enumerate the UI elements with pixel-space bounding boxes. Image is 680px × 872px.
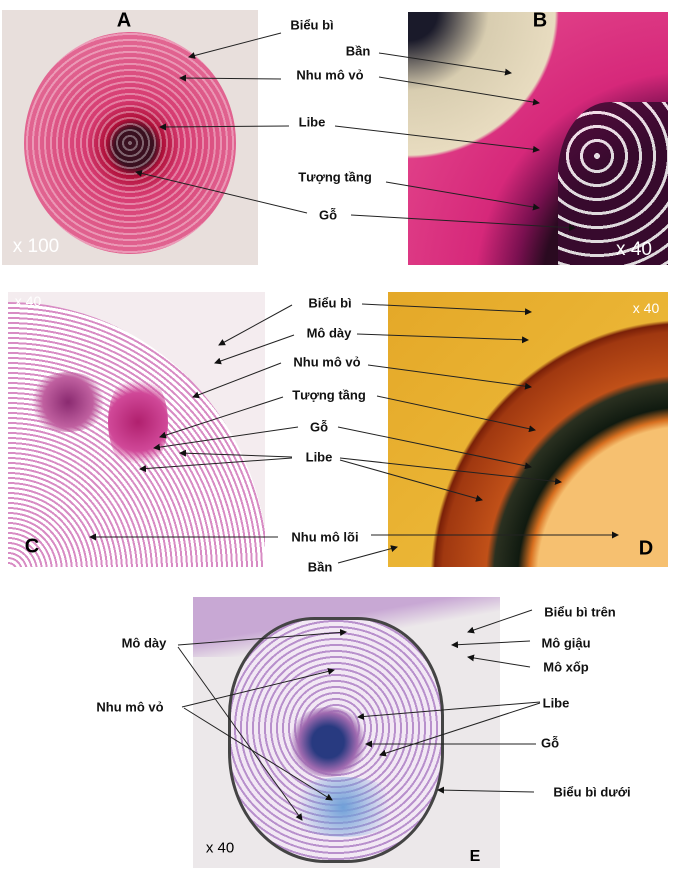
label-go: Gỗ	[540, 735, 560, 751]
label-bieu-bi: Biểu bì	[308, 295, 352, 311]
label-mo-day: Mô dày	[306, 325, 352, 341]
vascular-bundle	[108, 372, 168, 472]
label-libe: Libe	[298, 114, 326, 130]
micrograph-c	[8, 292, 265, 567]
label-nhu-mo-loi: Nhu mô lõi	[291, 529, 359, 545]
label-tuong-tang: Tượng tầng	[298, 169, 372, 185]
label-mo-giau: Mô giậu	[541, 635, 591, 651]
micrograph-a	[2, 10, 258, 265]
micrograph-d	[388, 292, 668, 567]
label-libe: Libe	[305, 449, 333, 465]
panel-letter-b: B	[532, 9, 548, 32]
vascular-bundle	[28, 372, 108, 432]
label-bieu-bi-tren: Biểu bì trên	[544, 604, 616, 620]
panel-letter-d: D	[638, 537, 654, 560]
panel-letter-e: E	[469, 848, 481, 865]
panel-letter-a: A	[116, 9, 132, 32]
label-ban: Bần	[345, 43, 371, 59]
label-ban: Bần	[307, 559, 333, 575]
label-libe: Libe	[542, 695, 570, 711]
blue-stain	[283, 777, 403, 837]
magnification-d: x 40	[632, 300, 660, 316]
label-mo-day: Mô dày	[121, 635, 167, 651]
label-bieu-bi-duoi: Biểu bì dưới	[553, 784, 631, 800]
magnification-c: x 40	[14, 293, 42, 309]
micrograph-e	[193, 597, 500, 868]
label-tuong-tang: Tượng tầng	[292, 387, 366, 403]
label-go: Gỗ	[318, 207, 338, 223]
label-nhu-mo-vo: Nhu mô vỏ	[293, 354, 361, 370]
xylem-region	[558, 102, 668, 265]
panel-letter-c: C	[24, 535, 40, 558]
label-bieu-bi: Biểu bì	[290, 17, 334, 33]
magnification-e: x 40	[205, 839, 235, 857]
label-go: Gỗ	[309, 419, 329, 435]
stem-cross-section	[408, 297, 668, 567]
vascular-bundle	[288, 707, 368, 777]
magnification-b: x 40	[616, 239, 652, 260]
label-nhu-mo-vo: Nhu mô vỏ	[96, 699, 164, 715]
root-cross-section	[24, 32, 236, 254]
label-mo-xop: Mô xốp	[543, 659, 589, 675]
label-nhu-mo-vo: Nhu mô vỏ	[296, 67, 364, 83]
magnification-a: x 100	[12, 236, 60, 257]
micrograph-b	[408, 12, 668, 265]
